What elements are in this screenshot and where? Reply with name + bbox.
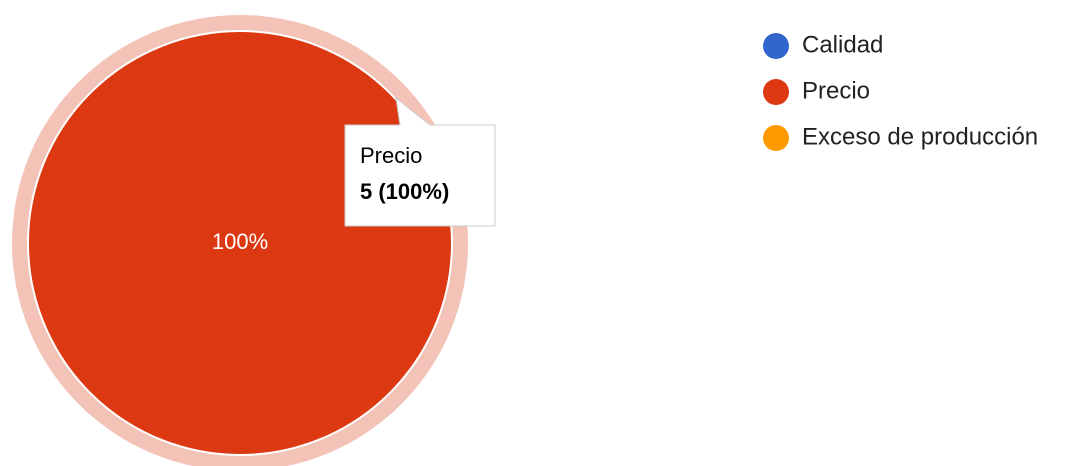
legend-swatch (763, 79, 789, 105)
legend-label: Precio (802, 77, 870, 104)
tooltip-title: Precio (360, 143, 422, 168)
tooltip: Precio 5 (100%) (344, 96, 496, 227)
legend-swatch (763, 125, 789, 151)
tooltip-box (344, 96, 496, 227)
legend-swatch (763, 33, 789, 59)
legend-label: Exceso de producción (802, 123, 1038, 150)
tooltip-value: 5 (100%) (360, 179, 449, 204)
pie: 100% (12, 15, 468, 466)
legend-label: Calidad (802, 31, 883, 58)
legend: Calidad Precio Exceso de producción (763, 31, 1038, 151)
value-label: 100% (212, 229, 268, 254)
